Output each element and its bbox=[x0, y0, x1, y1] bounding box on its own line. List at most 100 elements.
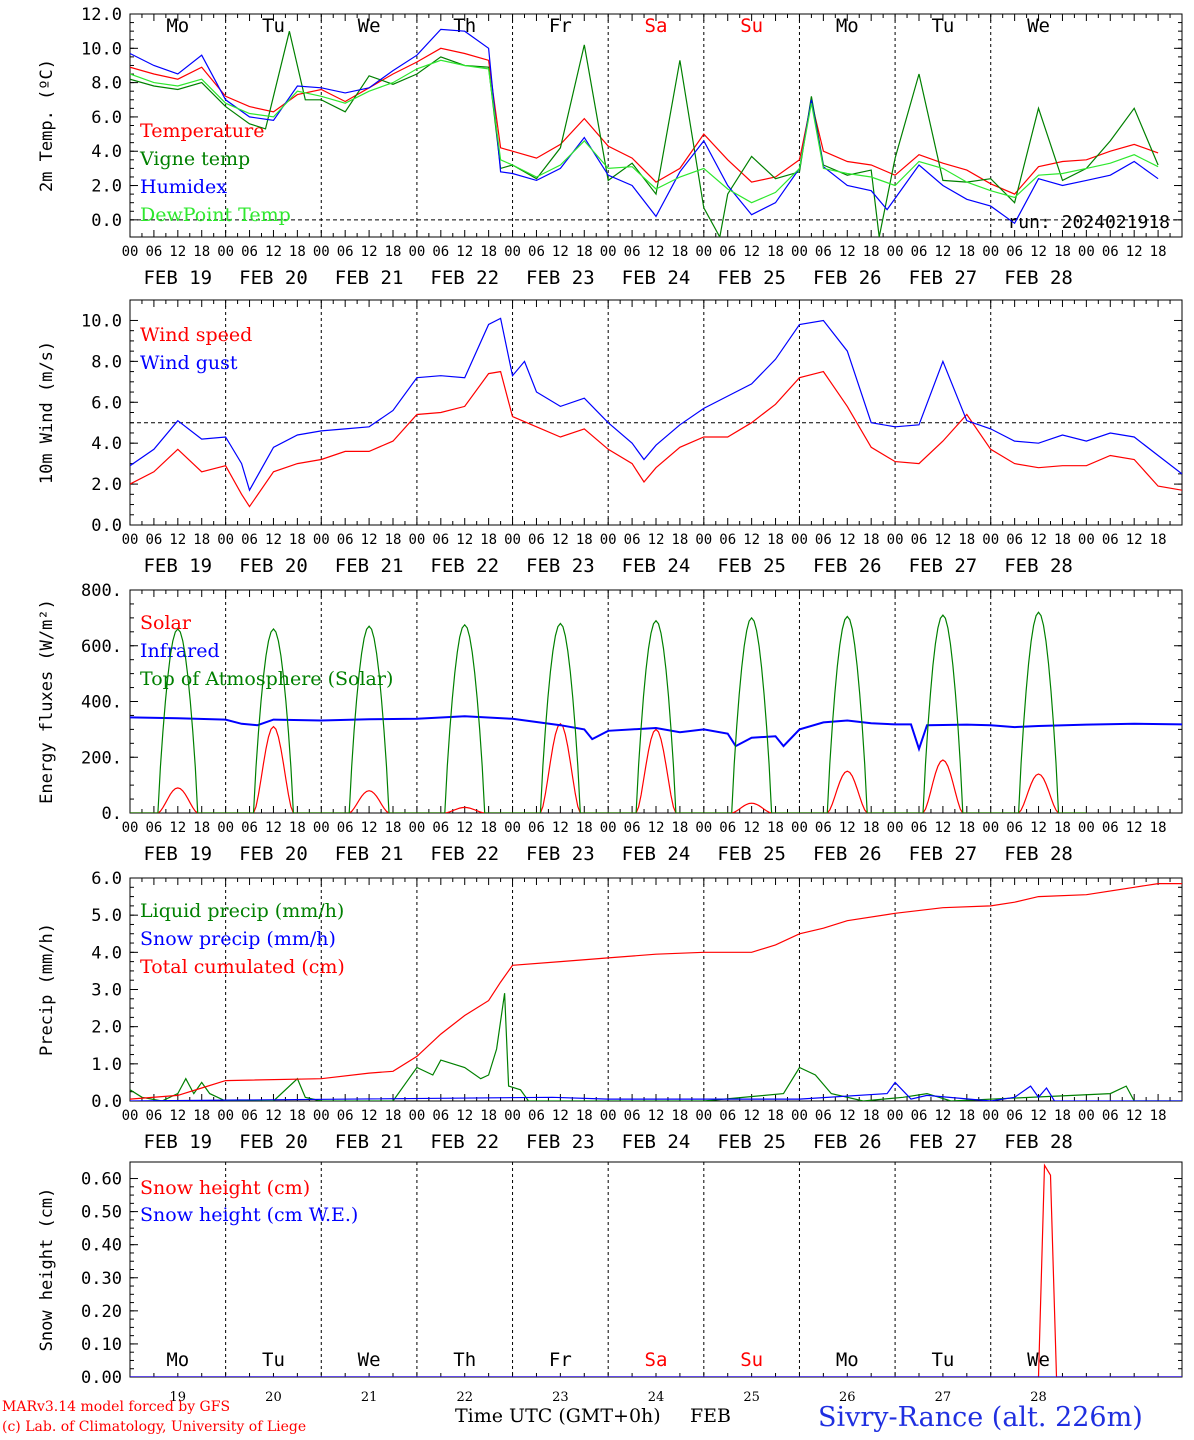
hour-tick-label: 06 bbox=[528, 244, 545, 260]
hour-tick-label: 18 bbox=[193, 244, 210, 260]
y-tick-label: 8.0 bbox=[91, 352, 122, 372]
hour-tick-label: 00 bbox=[408, 532, 425, 548]
hour-tick-label: 00 bbox=[122, 532, 139, 548]
hour-tick-label: 06 bbox=[1006, 532, 1023, 548]
y-tick-label: 0.10 bbox=[81, 1335, 122, 1355]
hour-tick-label: 00 bbox=[887, 244, 904, 260]
hour-tick-label: 18 bbox=[863, 532, 880, 548]
hour-tick-label: 00 bbox=[1078, 820, 1095, 836]
hour-tick-label: 00 bbox=[408, 820, 425, 836]
date-label: FEB 23 bbox=[526, 1131, 595, 1153]
date-label: FEB 27 bbox=[909, 555, 978, 577]
hour-tick-label: 00 bbox=[217, 532, 234, 548]
date-label: FEB 19 bbox=[143, 267, 212, 289]
series-line-wind-speed bbox=[130, 370, 1182, 508]
hour-tick-label: 12 bbox=[648, 1108, 665, 1124]
y-tick-label: 4.0 bbox=[91, 434, 122, 454]
legend-entry: Total cumulated (cm) bbox=[140, 956, 345, 978]
hour-tick-label: 18 bbox=[289, 532, 306, 548]
hour-tick-label: 12 bbox=[169, 532, 186, 548]
hour-tick-label: 18 bbox=[863, 820, 880, 836]
hour-tick-label: 18 bbox=[958, 820, 975, 836]
date-label: FEB 26 bbox=[813, 843, 882, 865]
hour-tick-label: 00 bbox=[504, 820, 521, 836]
hour-tick-label: 00 bbox=[600, 532, 617, 548]
date-label: FEB 25 bbox=[717, 267, 786, 289]
date-number-label: 28 bbox=[1030, 1390, 1047, 1405]
hour-tick-label: 18 bbox=[193, 532, 210, 548]
date-number-label: 20 bbox=[265, 1390, 282, 1405]
series-line-liquid-precip-mm-h- bbox=[130, 993, 1182, 1101]
weekday-label: Tu bbox=[931, 1349, 954, 1371]
weekday-label: Tu bbox=[931, 15, 954, 37]
hour-tick-label: 18 bbox=[480, 244, 497, 260]
hour-tick-label: 18 bbox=[289, 244, 306, 260]
hour-tick-label: 18 bbox=[1054, 532, 1071, 548]
weekday-label: We bbox=[358, 1349, 381, 1371]
hour-tick-label: 18 bbox=[576, 1108, 593, 1124]
legend-entry: Temperature bbox=[140, 120, 264, 142]
weekday-label: Th bbox=[453, 15, 476, 37]
date-label: FEB 27 bbox=[909, 1131, 978, 1153]
hour-tick-label: 12 bbox=[648, 244, 665, 260]
hour-tick-label: 06 bbox=[815, 1108, 832, 1124]
hour-tick-label: 00 bbox=[122, 244, 139, 260]
y-tick-label: 0.0 bbox=[91, 211, 122, 231]
date-number-label: 25 bbox=[743, 1390, 760, 1405]
hour-tick-label: 12 bbox=[648, 820, 665, 836]
legend-entry: Solar bbox=[140, 612, 192, 634]
series-line-top-of-atmosphere-solar- bbox=[130, 611, 1087, 813]
date-label: FEB 20 bbox=[239, 843, 308, 865]
hour-tick-label: 12 bbox=[743, 244, 760, 260]
hour-tick-label: 00 bbox=[504, 1108, 521, 1124]
date-number-label: 21 bbox=[361, 1390, 378, 1405]
hour-tick-label: 00 bbox=[504, 532, 521, 548]
hour-tick-label: 18 bbox=[958, 532, 975, 548]
series-line-dewpoint-temp bbox=[130, 59, 1159, 204]
plot-frame bbox=[129, 299, 1183, 526]
date-label: FEB 20 bbox=[239, 1131, 308, 1153]
hour-tick-label: 00 bbox=[1078, 1108, 1095, 1124]
series-line-total-cumulated-cm- bbox=[130, 883, 1182, 1100]
y-tick-label: 200. bbox=[81, 748, 122, 768]
time-axis-label: Time UTC (GMT+0h) bbox=[455, 1405, 661, 1427]
weekday-label: Fr bbox=[549, 15, 572, 37]
hour-tick-label: 18 bbox=[767, 1108, 784, 1124]
hour-tick-label: 06 bbox=[337, 820, 354, 836]
y-axis-label: Snow height (cm) bbox=[37, 1188, 57, 1352]
hour-tick-label: 18 bbox=[576, 244, 593, 260]
y-tick-label: 0.20 bbox=[81, 1302, 122, 1322]
weekday-label: Su bbox=[740, 15, 763, 37]
hour-tick-label: 00 bbox=[600, 244, 617, 260]
date-label: FEB 28 bbox=[1004, 555, 1073, 577]
hour-tick-label: 00 bbox=[217, 1108, 234, 1124]
hour-tick-label: 12 bbox=[265, 1108, 282, 1124]
weekday-label: Mo bbox=[836, 15, 859, 37]
hour-tick-label: 00 bbox=[217, 820, 234, 836]
hour-tick-label: 00 bbox=[122, 1108, 139, 1124]
legend-entry: DewPoint Temp bbox=[140, 204, 291, 226]
hour-tick-label: 06 bbox=[624, 532, 641, 548]
date-label: FEB 25 bbox=[717, 1131, 786, 1153]
hour-tick-label: 06 bbox=[911, 820, 928, 836]
hour-tick-label: 12 bbox=[456, 532, 473, 548]
legend-entry: Top of Atmosphere (Solar) bbox=[140, 668, 393, 690]
hour-tick-label: 00 bbox=[982, 1108, 999, 1124]
date-label: FEB 21 bbox=[335, 1131, 404, 1153]
hour-tick-label: 00 bbox=[791, 244, 808, 260]
hour-tick-label: 12 bbox=[839, 532, 856, 548]
date-label: FEB 23 bbox=[526, 843, 595, 865]
hour-tick-label: 06 bbox=[528, 532, 545, 548]
date-label: FEB 22 bbox=[430, 843, 499, 865]
hour-tick-label: 06 bbox=[241, 532, 258, 548]
hour-tick-label: 12 bbox=[1126, 532, 1143, 548]
hour-tick-label: 06 bbox=[337, 1108, 354, 1124]
hour-tick-label: 06 bbox=[432, 1108, 449, 1124]
hour-tick-label: 00 bbox=[982, 532, 999, 548]
weekday-label: Sa bbox=[645, 15, 668, 37]
panel-temp: 0.0 2.0 4.0 6.0 8.0 10.0 12.0 2m Temp. (ºC) 00 06… bbox=[37, 5, 1183, 289]
date-number-label: 26 bbox=[839, 1390, 856, 1405]
weekday-label: Sa bbox=[645, 1349, 668, 1371]
hour-tick-label: 06 bbox=[719, 820, 736, 836]
hour-tick-label: 18 bbox=[385, 532, 402, 548]
